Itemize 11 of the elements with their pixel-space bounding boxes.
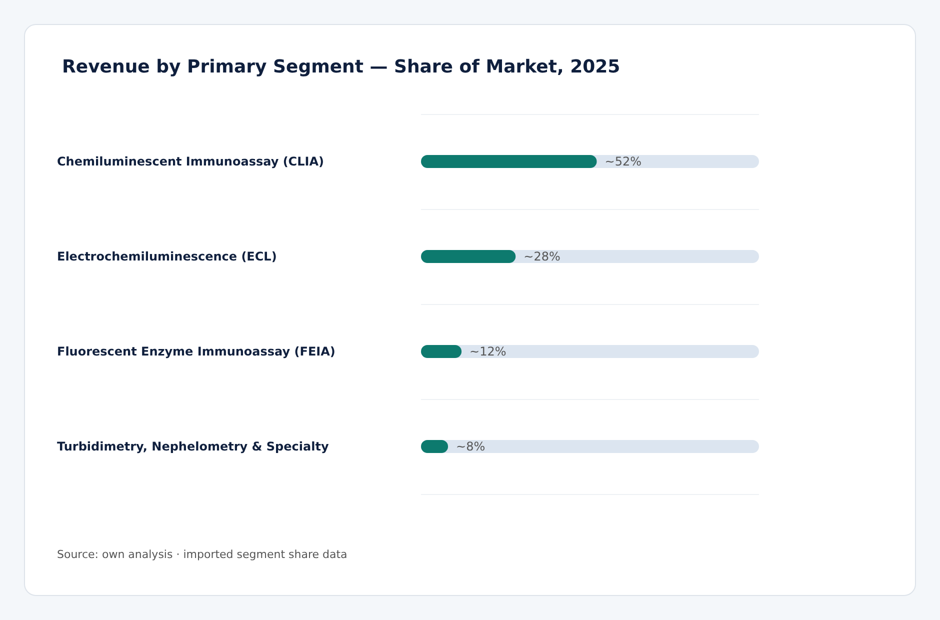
y-tick-label: Fluorescent Enzyme Immunoassay (FEIA): [57, 344, 336, 358]
y-tick-label: Turbidimetry, Nephelometry & Specialty: [57, 440, 329, 454]
data-label: ~52%: [604, 154, 642, 168]
chart-title: Revenue by Primary Segment — Share of Market, 2025: [62, 56, 620, 78]
bar: [421, 250, 516, 263]
y-tick-label: Chemiluminescent Immunoassay (CLIA): [57, 154, 324, 168]
data-label: ~8%: [456, 440, 486, 454]
data-label: ~28%: [524, 250, 560, 264]
data-label: ~12%: [470, 344, 506, 358]
source-note: Source: own analysis · imported segment share data: [57, 548, 348, 561]
y-tick-label: Electrochemiluminescence (ECL): [57, 250, 277, 264]
